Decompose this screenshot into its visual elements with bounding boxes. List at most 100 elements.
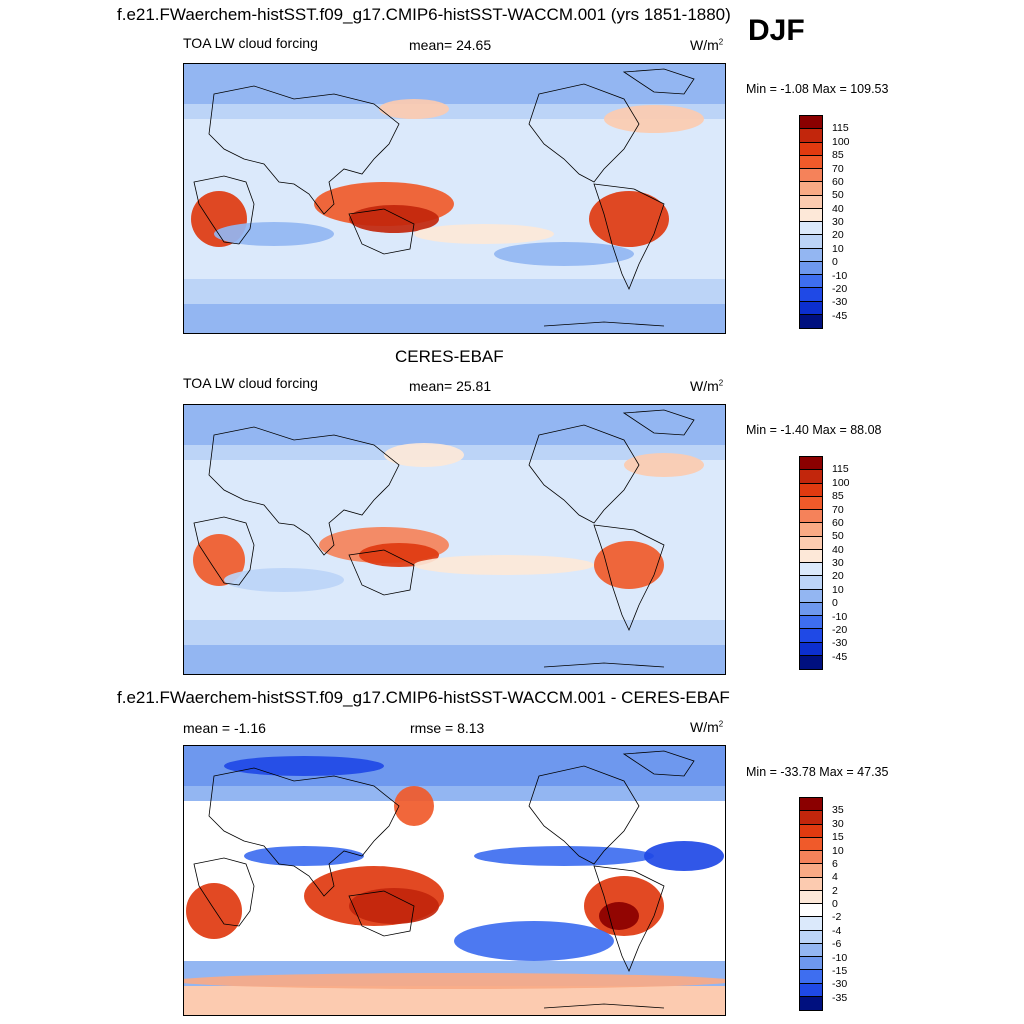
colorbar-tick-label: 10 [832,242,844,255]
colorbar-tick-label: 60 [832,516,844,529]
colorbar-tick-label: 100 [832,476,850,489]
colorbar-swatch [800,235,822,249]
panel2-map [183,404,726,675]
panel1-units: W/m2 [690,37,724,53]
panel2-colorbar [799,456,823,670]
colorbar-swatch [800,142,822,156]
colorbar-tick-label: -2 [832,911,842,924]
colorbar-tick-label: 0 [832,597,838,610]
colorbar-tick-label: -45 [832,309,848,322]
colorbar-tick-label: 70 [832,162,844,175]
colorbar-swatch [800,288,822,302]
colorbar-swatch [800,129,822,143]
colorbar-swatch [800,470,822,484]
colorbar-swatch [800,851,822,865]
colorbar-swatch [800,837,822,851]
colorbar-swatch [800,457,822,471]
colorbar-swatch [800,943,822,957]
panel1-mean-label: mean= 24.65 [409,37,492,53]
panel2-units: W/m2 [690,378,724,394]
colorbar-swatch [800,930,822,944]
colorbar-tick-label: -10 [832,610,848,623]
colorbar-swatch [800,510,822,524]
colorbar-tick-label: -35 [832,991,848,1004]
colorbar-swatch [800,811,822,825]
colorbar-tick-label: 10 [832,844,844,857]
colorbar-swatch [800,642,822,656]
colorbar-swatch [800,275,822,289]
colorbar-tick-label: -30 [832,978,848,991]
colorbar-tick-label: 70 [832,503,844,516]
colorbar-swatch [800,116,822,130]
colorbar-swatch [800,917,822,931]
colorbar-tick-label: -10 [832,269,848,282]
panel3-units: W/m2 [690,719,724,735]
colorbar-swatch [800,904,822,918]
panel1-minmax: Min = -1.08 Max = 109.53 [746,82,889,96]
main-title: f.e21.FWaerchem-histSST.f09_g17.CMIP6-hi… [117,5,731,24]
colorbar-tick-label: -30 [832,296,848,309]
colorbar-swatch [800,301,822,315]
colorbar-tick-label: 85 [832,490,844,503]
colorbar-tick-label: 10 [832,583,844,596]
colorbar-tick-label: 50 [832,189,844,202]
panel3-map [183,745,726,1016]
colorbar-tick-label: -45 [832,650,848,663]
panel3-mean-label: mean = -1.16 [183,720,266,736]
colorbar-swatch [800,155,822,169]
colorbar-swatch [800,602,822,616]
colorbar-swatch [800,195,822,209]
colorbar-swatch [800,496,822,510]
colorbar-swatch [800,182,822,196]
colorbar-tick-label: -10 [832,951,848,964]
colorbar-tick-label: 0 [832,256,838,269]
panel3-colorbar [799,797,823,1011]
colorbar-tick-label: 20 [832,229,844,242]
colorbar-tick-label: -4 [832,924,842,937]
colorbar-tick-label: 115 [832,463,849,476]
colorbar-swatch [800,549,822,563]
colorbar-swatch [800,864,822,878]
colorbar-tick-label: 30 [832,216,844,228]
colorbar-swatch [800,222,822,236]
colorbar-swatch [800,536,822,550]
colorbar-swatch [800,970,822,984]
colorbar-swatch [800,563,822,577]
colorbar-tick-label: 40 [832,202,844,215]
colorbar-tick-label: 115 [832,122,849,135]
colorbar-swatch [800,483,822,497]
panel3-rmse-label: rmse = 8.13 [410,720,485,736]
colorbar-swatch [800,877,822,891]
colorbar-tick-label: 4 [832,871,838,884]
colorbar-swatch [800,589,822,603]
colorbar-tick-label: 50 [832,530,844,543]
colorbar-tick-label: -20 [832,282,848,295]
colorbar-swatch [800,798,822,812]
colorbar-swatch [800,523,822,537]
colorbar-swatch [800,957,822,971]
panel1-colorbar [799,115,823,329]
colorbar-tick-label: 6 [832,857,838,870]
colorbar-tick-label: -6 [832,938,842,951]
colorbar-tick-label: 30 [832,817,844,830]
colorbar-swatch [800,208,822,222]
colorbar-swatch [800,616,822,630]
colorbar-tick-label: 15 [832,831,844,844]
colorbar-swatch [800,629,822,643]
colorbar-tick-label: 85 [832,149,844,162]
colorbar-swatch [800,983,822,997]
colorbar-tick-label: 20 [832,570,844,583]
colorbar-swatch [800,890,822,904]
panel2-variable-label: TOA LW cloud forcing [183,375,318,391]
panel3-title: f.e21.FWaerchem-histSST.f09_g17.CMIP6-hi… [117,688,730,707]
colorbar-swatch [800,169,822,183]
panel2-minmax: Min = -1.40 Max = 88.08 [746,423,882,437]
colorbar-tick-label: -20 [832,623,848,636]
panel3-minmax: Min = -33.78 Max = 47.35 [746,765,889,779]
colorbar-tick-label: 0 [832,898,838,910]
colorbar-tick-label: 60 [832,175,844,188]
colorbar-tick-label: -30 [832,637,848,650]
colorbar-swatch [800,824,822,838]
colorbar-swatch [800,655,822,669]
panel2-title: CERES-EBAF [395,347,504,366]
